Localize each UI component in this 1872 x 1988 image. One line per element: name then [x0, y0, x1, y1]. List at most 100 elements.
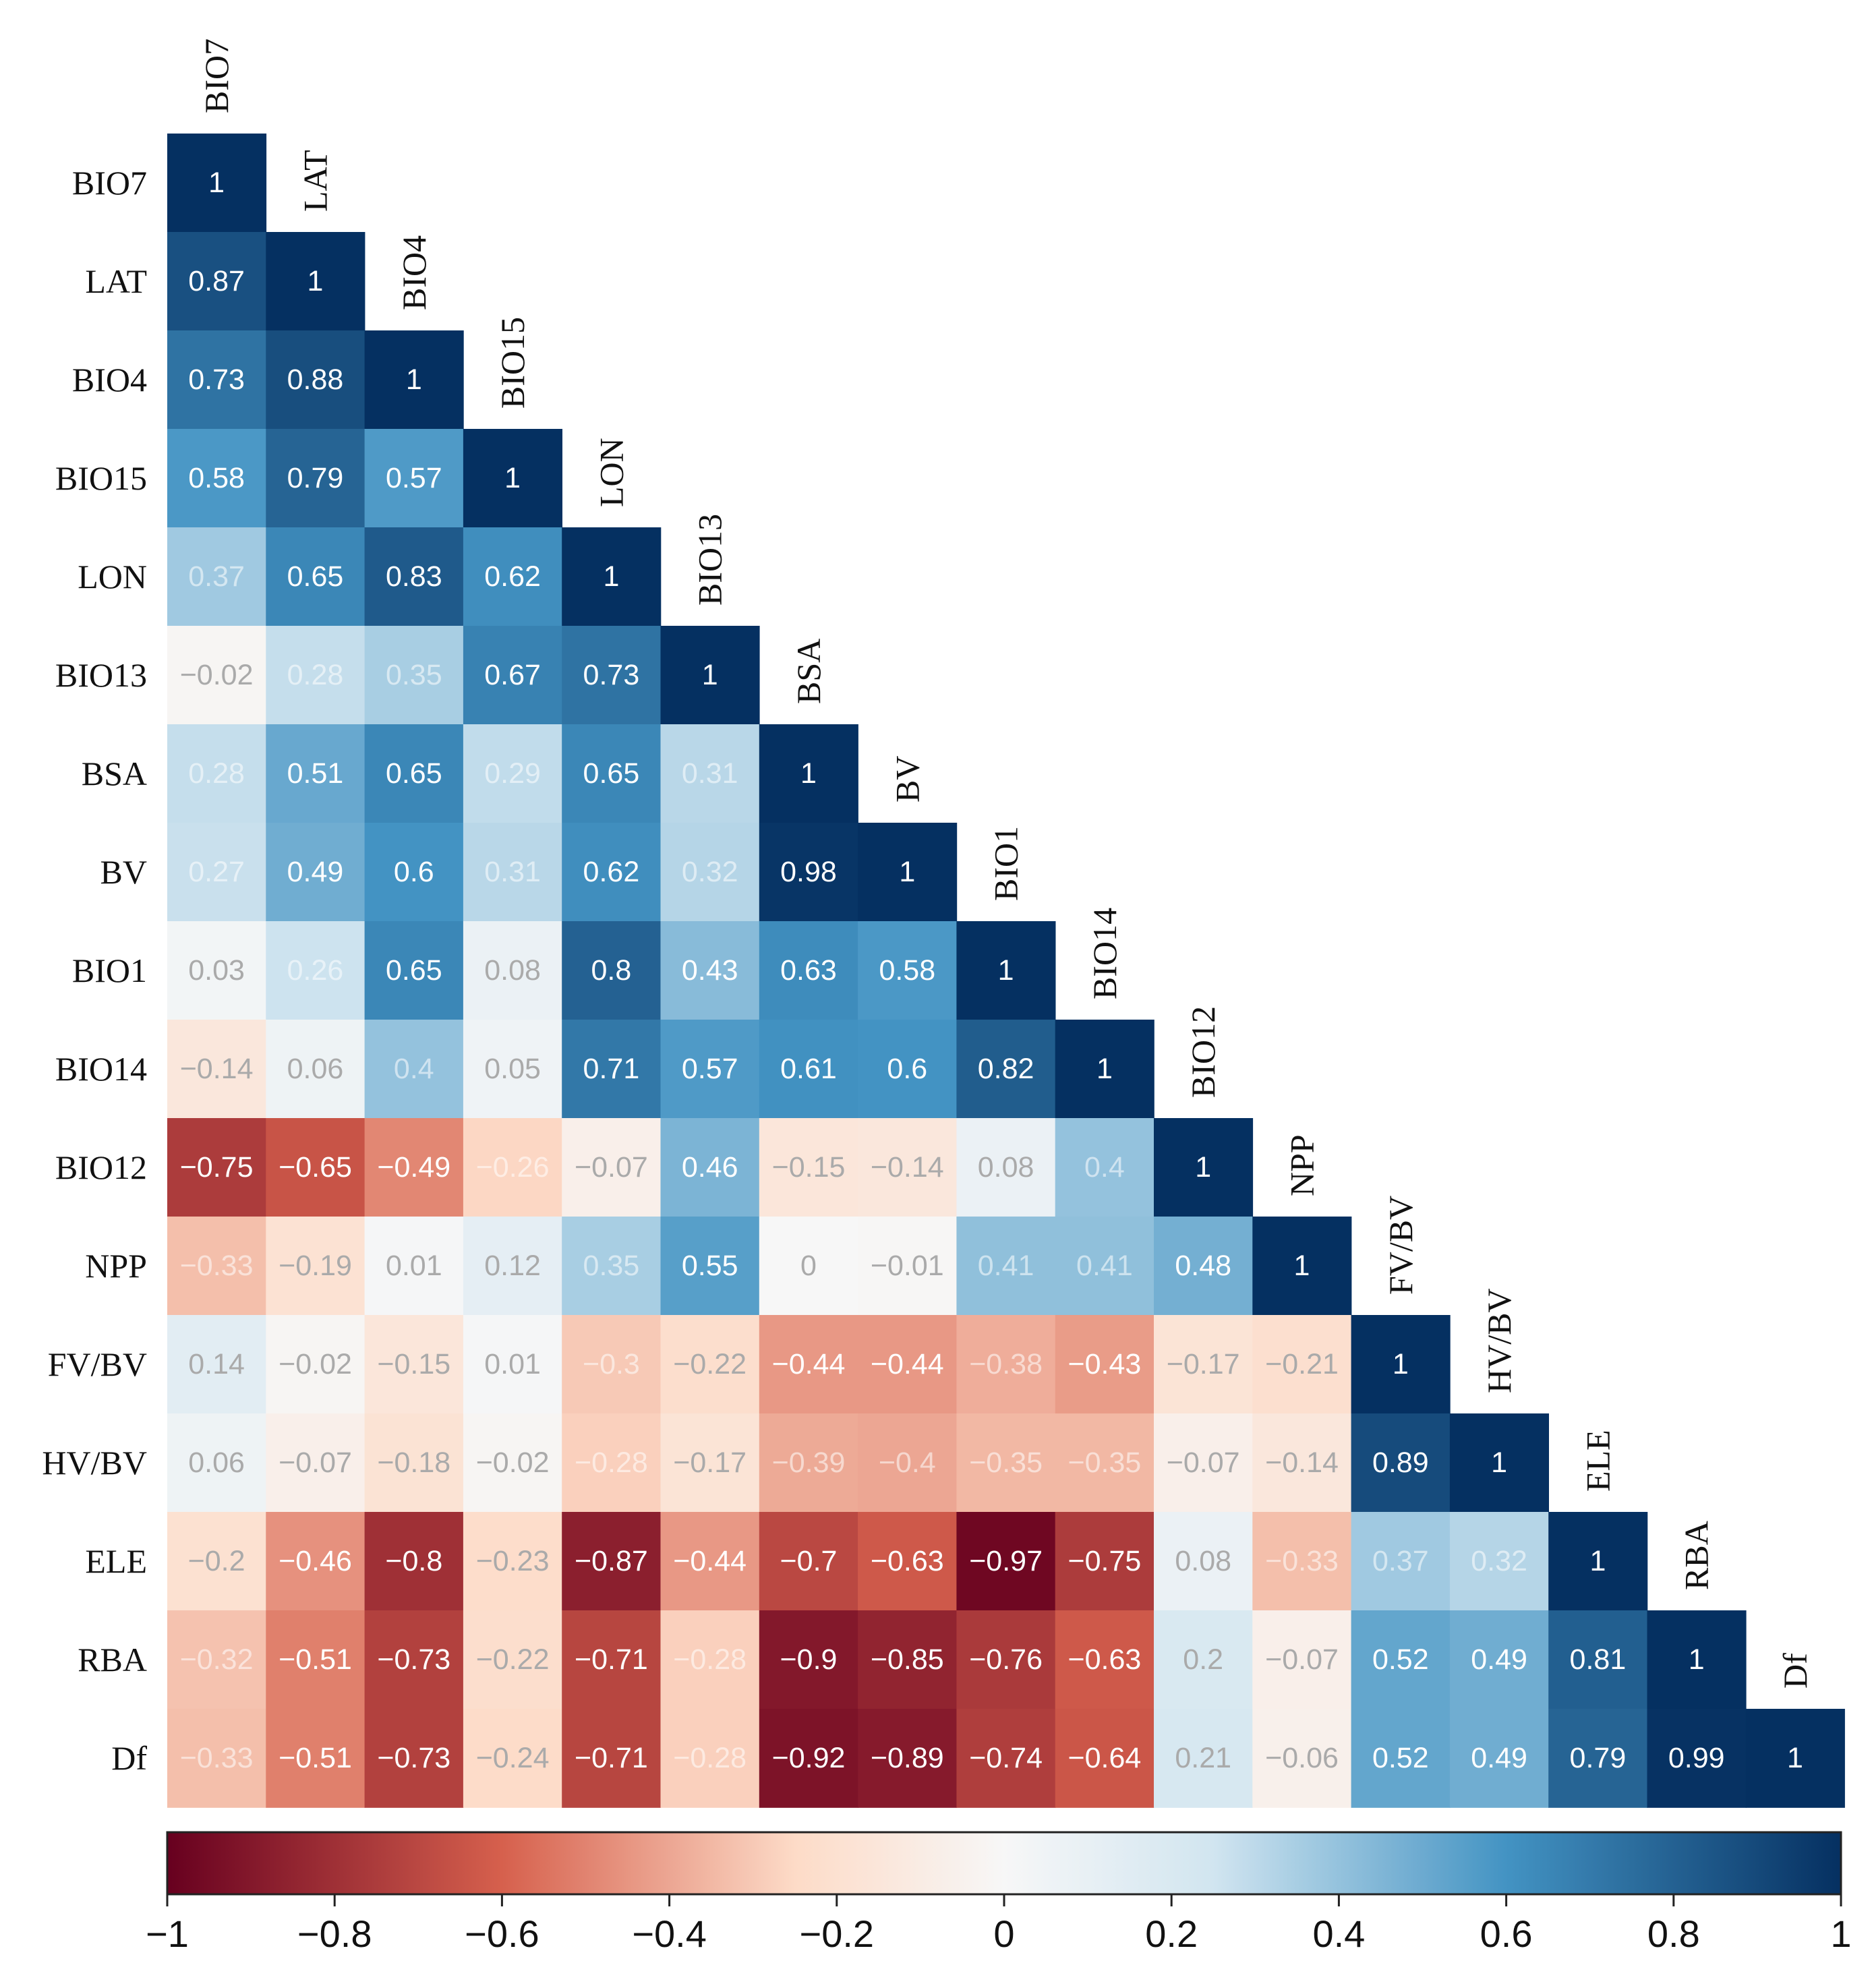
cell-value-bv-bsa: 0.98	[780, 856, 837, 888]
heatmap-cell-ele-bio15	[463, 1512, 562, 1611]
colorbar-ticks: −1 −0.8 −0.6 −0.4 −0.2 0 0.2 0.4 0.6 0.8 1	[146, 1894, 1852, 1955]
heatmap-cell-rba-bio1	[956, 1610, 1056, 1709]
heatmap-cell-npp-bsa	[759, 1217, 858, 1316]
cell-value-bio1-bv: 0.58	[879, 954, 935, 987]
cell-value-bio15-bio7: 0.58	[188, 462, 245, 494]
cell-value-bio1-bio7: 0.03	[188, 954, 245, 987]
cell-value-df-bio12: 0.21	[1175, 1742, 1231, 1774]
heatmap-cell-lon-lat	[266, 527, 365, 626]
heatmap-cell-bio15-bio15	[463, 429, 562, 528]
colorbar-tick-label: −0.4	[632, 1912, 707, 1955]
cell-value-bio14-lon: 0.71	[583, 1053, 640, 1085]
cell-value-df-bio13: −0.28	[673, 1742, 747, 1774]
cell-value-df-bsa: −0.92	[772, 1742, 846, 1774]
cell-value-hv-bv-bv: −0.4	[879, 1446, 936, 1479]
cell-value-bio1-lat: 0.26	[287, 954, 344, 987]
cell-value-lon-lon: 1	[603, 560, 619, 593]
cell-value-npp-bio14: 0.41	[1076, 1250, 1133, 1282]
cell-value-bio14-bio7: −0.14	[180, 1053, 254, 1085]
cell-value-lon-bio4: 0.83	[386, 560, 442, 593]
heatmap-cell-bio13-lat	[266, 626, 365, 725]
heatmap-cell-fv-bv-bv	[858, 1315, 958, 1414]
heatmap-cell-bio12-lon	[562, 1118, 662, 1217]
row-label-bio13: BIO13	[55, 656, 147, 694]
cell-value-fv-bv-bio4: −0.15	[377, 1348, 450, 1380]
heatmap-cell-hv-bv-lon	[562, 1413, 662, 1513]
column-label-df: Df	[1776, 1653, 1814, 1689]
cell-value-bio15-bio15: 1	[504, 462, 521, 494]
cell-value-hv-bv-bio1: −0.35	[969, 1446, 1043, 1479]
heatmap-cell-df-fv-bv	[1351, 1709, 1451, 1808]
cell-value-ele-bio14: −0.75	[1067, 1545, 1141, 1577]
heatmap-cell-rba-ele	[1548, 1610, 1648, 1709]
heatmap-cell-bv-lon	[562, 823, 662, 922]
heatmap-cell-bio1-bio1	[956, 921, 1056, 1020]
cell-value-bio12-lat: −0.65	[279, 1151, 352, 1183]
row-label-bv: BV	[100, 853, 147, 891]
cell-value-bsa-bio13: 0.31	[682, 757, 738, 790]
cell-value-bsa-bio7: 0.28	[188, 757, 245, 790]
heatmap-cell-ele-bv	[858, 1512, 958, 1611]
cell-value-rba-lon: −0.71	[575, 1643, 648, 1676]
heatmap-cell-bio14-lat	[266, 1020, 365, 1119]
cell-value-bsa-lat: 0.51	[287, 757, 344, 790]
cell-value-hv-bv-bio12: −0.07	[1167, 1446, 1240, 1479]
colorbar-tick-label: 0	[993, 1912, 1014, 1955]
heatmap-cell-bio14-bsa	[759, 1020, 858, 1119]
cell-value-df-ele: 0.79	[1570, 1742, 1627, 1774]
heatmap-cell-npp-bio1	[956, 1217, 1056, 1316]
row-label-df: Df	[111, 1739, 147, 1777]
cell-value-rba-bio15: −0.22	[476, 1643, 550, 1676]
column-label-fv-bv: FV/BV	[1382, 1196, 1420, 1295]
cell-value-npp-bio7: −0.33	[180, 1250, 254, 1282]
cell-value-bio13-bio7: −0.02	[180, 659, 254, 691]
heatmap-cell-bio12-bio14	[1055, 1118, 1154, 1217]
cell-value-lon-bio7: 0.37	[188, 560, 245, 593]
cell-value-df-lon: −0.71	[575, 1742, 648, 1774]
cell-value-df-bv: −0.89	[871, 1742, 944, 1774]
cell-value-rba-npp: −0.07	[1265, 1643, 1339, 1676]
cell-value-bio13-bio15: 0.67	[484, 659, 541, 691]
cell-value-df-fv-bv: 0.52	[1372, 1742, 1429, 1774]
heatmap-cell-bio12-bio15	[463, 1118, 562, 1217]
heatmap-cell-bsa-bio15	[463, 724, 562, 823]
heatmap-cell-rba-bv	[858, 1610, 958, 1709]
cell-value-bio12-bsa: −0.15	[772, 1151, 846, 1183]
cell-value-bio1-bio4: 0.65	[386, 954, 442, 987]
cell-value-bv-bio7: 0.27	[188, 856, 245, 888]
column-label-bio13: BIO13	[691, 514, 729, 606]
cell-value-npp-bv: −0.01	[871, 1250, 944, 1282]
heatmap-cell-bio1-bio15	[463, 921, 562, 1020]
heatmap-cell-bv-bio15	[463, 823, 562, 922]
row-label-ele: ELE	[85, 1542, 147, 1580]
heatmap-cell-bio1-bsa	[759, 921, 858, 1020]
heatmap-cell-rba-bio15	[463, 1610, 562, 1709]
cell-value-fv-bv-bio12: −0.17	[1167, 1348, 1240, 1380]
row-label-fv-bv: FV/BV	[48, 1345, 147, 1383]
cell-value-rba-bsa: −0.9	[780, 1643, 838, 1676]
row-label-bio12: BIO12	[55, 1148, 147, 1186]
column-label-bio7: BIO7	[198, 38, 235, 113]
cell-value-npp-npp: 1	[1294, 1250, 1310, 1282]
heatmap-cell-bv-bsa	[759, 823, 858, 922]
row-labels: BIO7 LAT BIO4 BIO15 LON BIO13 BSA BV BIO1 BIO14 BI…	[42, 164, 147, 1777]
cell-value-bio1-lon: 0.8	[591, 954, 632, 987]
cell-value-fv-bv-bio1: −0.38	[969, 1348, 1043, 1380]
column-label-npp: NPP	[1283, 1134, 1321, 1196]
heatmap-cell-fv-bv-lon	[562, 1315, 662, 1414]
column-labels: BIO7 LAT BIO4 BIO15 LON BIO13 BSA BV BIO1 BIO14 BI…	[198, 38, 1814, 1689]
heatmap-cell-ele-hv-bv	[1449, 1512, 1549, 1611]
heatmap-cell-bio15-bio7	[167, 429, 267, 528]
cell-value-bio4-bio4: 1	[406, 363, 422, 396]
heatmap-cell-bio1-bio4	[364, 921, 464, 1020]
heatmap-cell-fv-bv-bio14	[1055, 1315, 1154, 1414]
heatmap-cell-df-bv	[858, 1709, 958, 1808]
heatmap-cell-lon-bio15	[463, 527, 562, 626]
cell-value-df-bio7: −0.33	[180, 1742, 254, 1774]
heatmap-cell-bio14-bio13	[660, 1020, 760, 1119]
cell-value-fv-bv-lon: −0.3	[583, 1348, 640, 1380]
heatmap-cell-lat-bio7	[167, 232, 267, 331]
cell-value-hv-bv-lat: −0.07	[279, 1446, 352, 1479]
heatmap-cell-rba-lat	[266, 1610, 365, 1709]
